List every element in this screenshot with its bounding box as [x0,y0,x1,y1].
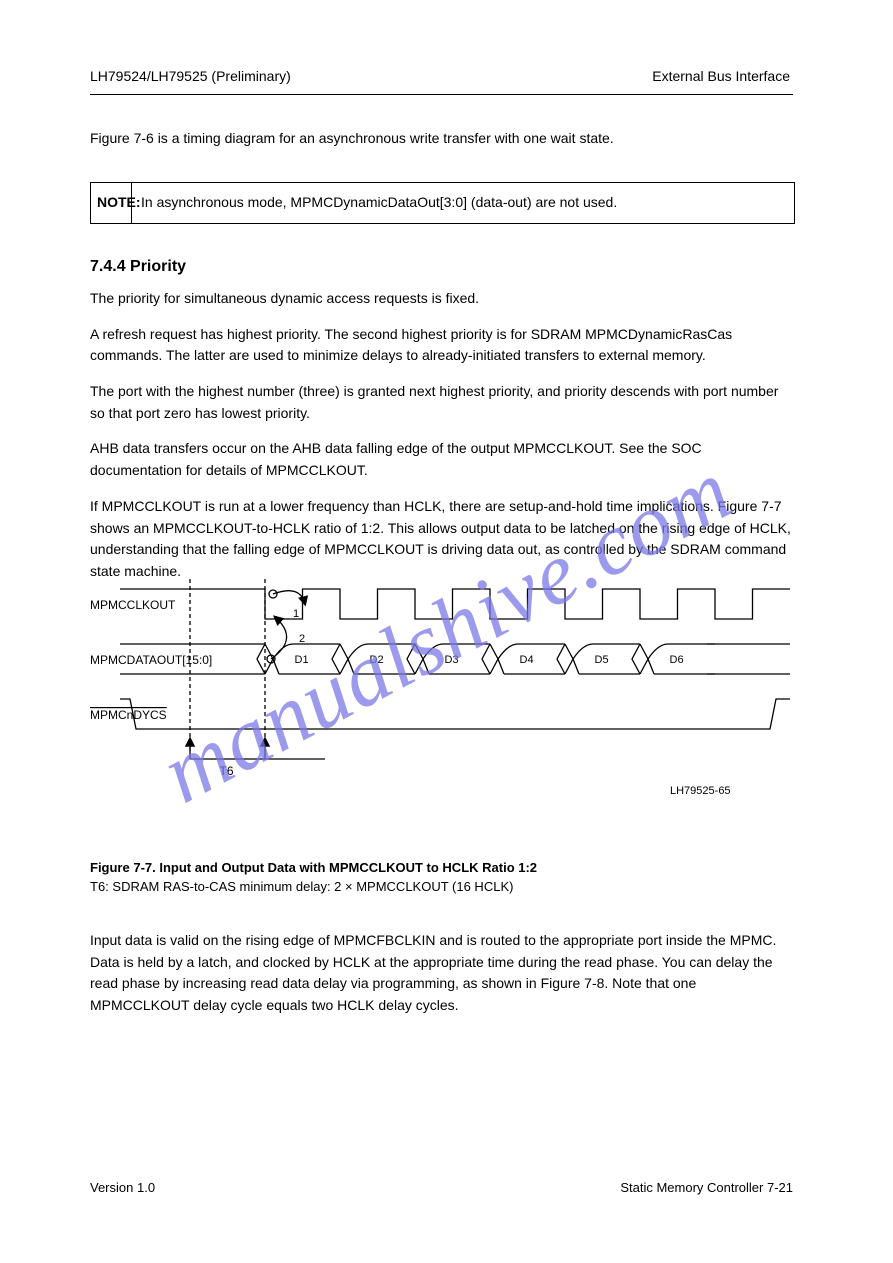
figure-title: Figure 7-7. Input and Output Data with M… [90,860,793,875]
doc-id-right: External Bus Interface [652,68,790,84]
body-block-2: Input data is valid on the rising edge o… [90,930,793,1031]
svg-text:D3: D3 [445,654,459,666]
note-box: NOTE: In asynchronous mode, MPMCDynamicD… [90,182,795,224]
para: A refresh request has highest priority. … [90,324,793,367]
svg-text:T6: T6 [220,764,234,778]
svg-text:D4: D4 [520,654,534,666]
svg-text:2: 2 [299,633,305,645]
svg-text:MPMCnDYCS: MPMCnDYCS [90,708,167,722]
note-text: In asynchronous mode, MPMCDynamicDataOut… [141,194,617,210]
body-block-1: The priority for simultaneous dynamic ac… [90,288,793,597]
para: The priority for simultaneous dynamic ac… [90,288,793,310]
svg-text:MPMCDATAOUT[15:0]: MPMCDATAOUT[15:0] [90,653,212,667]
header-rule [90,94,793,95]
para: AHB data transfers occur on the AHB data… [90,438,793,481]
footer-right: Static Memory Controller 7-21 [620,1180,793,1195]
para: The port with the highest number (three)… [90,381,793,424]
svg-text:D5: D5 [595,654,609,666]
footer-left: Version 1.0 [90,1180,155,1195]
svg-text:D1: D1 [295,654,309,666]
lead-paragraph: Figure 7-6 is a timing diagram for an as… [90,128,793,149]
svg-text:D2: D2 [370,654,384,666]
svg-text:D6: D6 [670,654,684,666]
svg-text:MPMCCLKOUT: MPMCCLKOUT [90,598,176,612]
section-heading: 7.4.4 Priority [90,258,186,276]
doc-id-left: LH79524/LH79525 (Preliminary) [90,68,291,84]
svg-text:LH79525-65: LH79525-65 [670,785,731,797]
figure-note: T6: SDRAM RAS-to-CAS minimum delay: 2 × … [90,879,513,894]
para: Input data is valid on the rising edge o… [90,930,793,1017]
svg-text:1: 1 [293,608,299,620]
figure-7-7: MPMCCLKOUT MPMCDATAOUT[15:0] MPMCnDYCS D1 D2… [90,554,793,834]
figure-caption: Figure 7-7. Input and Output Data with M… [90,860,793,894]
note-label: NOTE: [97,194,141,210]
